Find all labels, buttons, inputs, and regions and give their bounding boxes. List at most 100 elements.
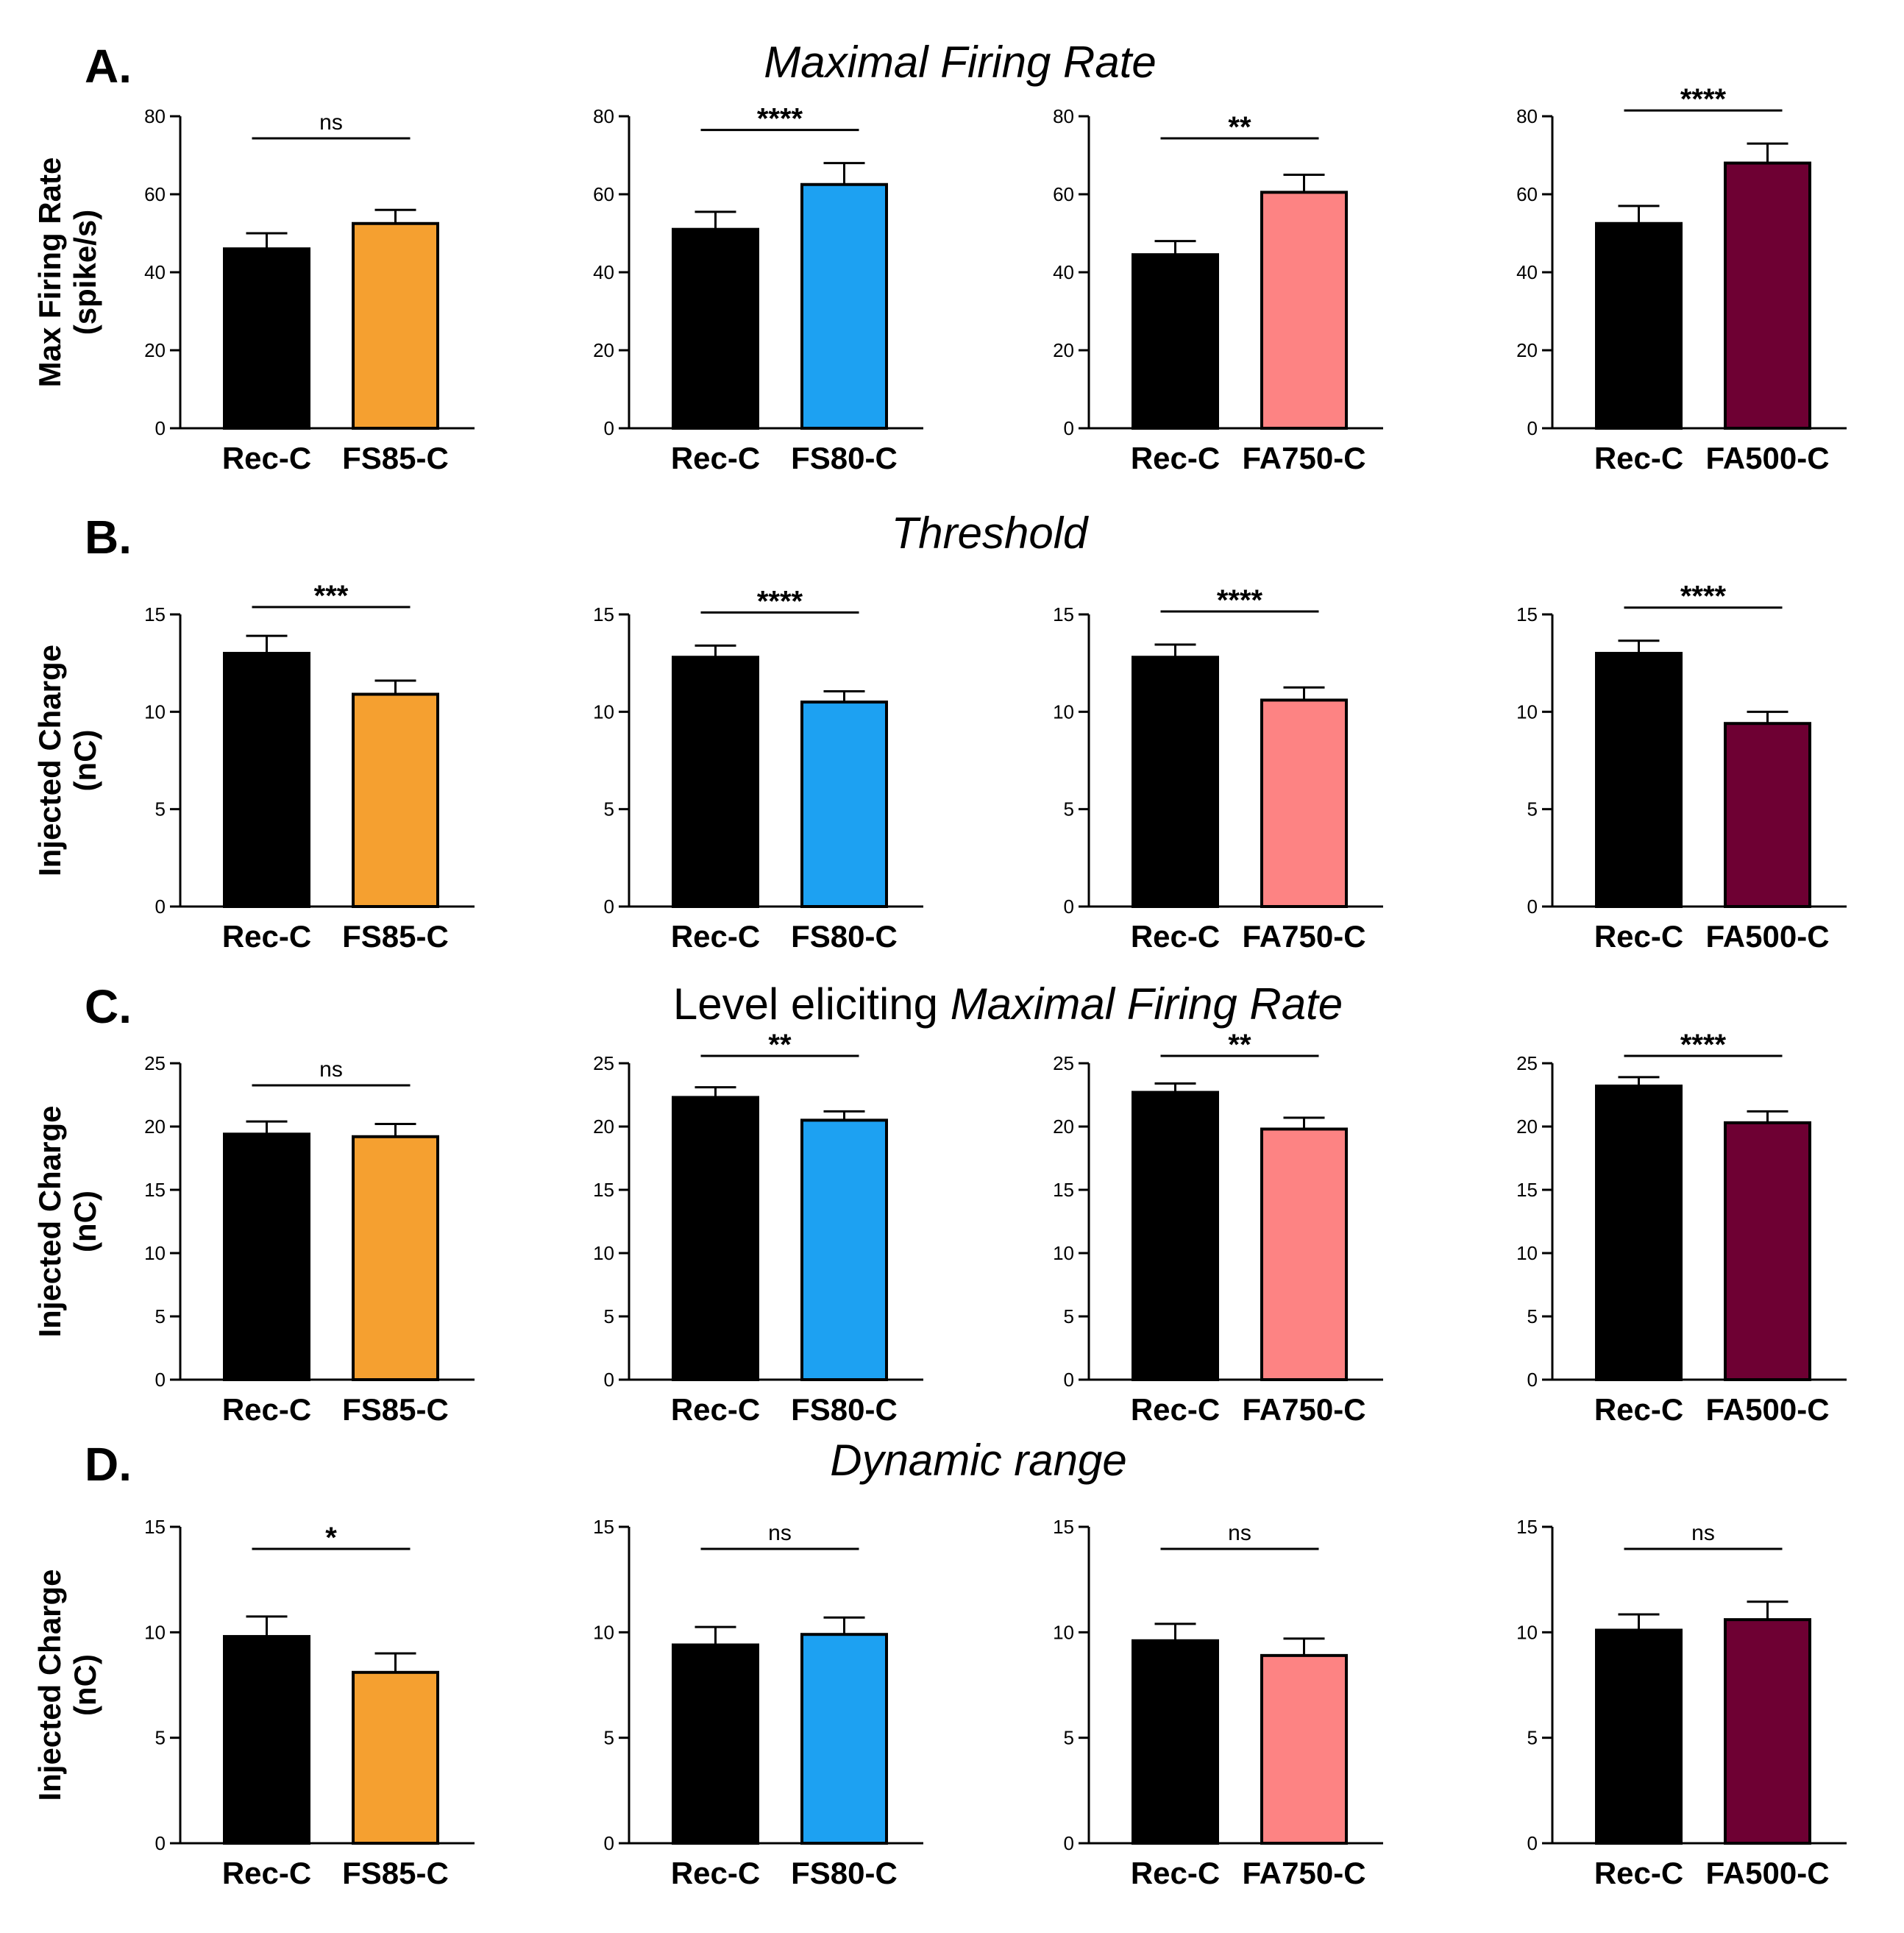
y-tick-label: 25 xyxy=(1516,1052,1538,1074)
panel-letter: C. xyxy=(85,980,132,1033)
bar-fa750-c xyxy=(1260,698,1348,908)
y-tick-label: 15 xyxy=(593,1179,614,1201)
y-tick-label: 0 xyxy=(1064,1832,1074,1854)
bar-rec-c xyxy=(1595,1084,1683,1381)
chart-1-0: 0 5 10 15 Rec-C FS85-C *** xyxy=(144,580,475,954)
bar-fs80-c xyxy=(800,1118,888,1382)
y-tick-label: 0 xyxy=(1527,895,1538,918)
category-label: FS80-C xyxy=(791,919,898,954)
y-tick-label: 20 xyxy=(144,1116,166,1138)
bar-rec-c xyxy=(672,1096,759,1381)
chart-1-3: 0 5 10 15 Rec-C FA500-C **** xyxy=(1516,581,1847,954)
y-tick-label: 10 xyxy=(1053,1242,1074,1264)
y-axis-label-line: (nC) xyxy=(68,1654,102,1716)
bar-fs80-c xyxy=(800,701,888,908)
significance-label: *** xyxy=(314,580,349,612)
y-tick-label: 15 xyxy=(144,1516,166,1538)
category-label: FS85-C xyxy=(342,441,449,475)
significance-label: ns xyxy=(319,1057,343,1082)
row-title: Dynamic range xyxy=(830,1436,1127,1485)
y-tick-label: 20 xyxy=(1053,339,1074,361)
y-tick-label: 25 xyxy=(1053,1052,1074,1074)
category-label: Rec-C xyxy=(1594,441,1683,475)
y-axis-label-line: Injected Charge xyxy=(32,1105,67,1337)
y-tick-label: 20 xyxy=(1516,1116,1538,1138)
significance-label: * xyxy=(325,1522,337,1554)
row-title-italic: Dynamic range xyxy=(830,1436,1127,1485)
y-tick-label: 5 xyxy=(155,1727,166,1749)
y-tick-label: 5 xyxy=(1527,1727,1538,1749)
y-tick-label: 0 xyxy=(1527,417,1538,439)
y-tick-label: 5 xyxy=(1064,798,1074,820)
bar-rec-c xyxy=(1132,253,1219,430)
bar-rec-c xyxy=(223,247,310,430)
bar-fa500-c xyxy=(1724,722,1811,908)
category-label: Rec-C xyxy=(671,919,760,954)
significance-label: **** xyxy=(1217,584,1263,617)
chart-2-3: 0 5 10 15 20 25 Rec-C FA500-C **** xyxy=(1516,1029,1847,1427)
y-tick-label: 10 xyxy=(1053,701,1074,723)
bar-rec-c xyxy=(1132,1090,1219,1382)
category-label: Rec-C xyxy=(1594,1856,1683,1890)
y-tick-label: 80 xyxy=(1516,105,1538,127)
panel-letter: A. xyxy=(85,40,132,93)
y-tick-label: 15 xyxy=(1053,1516,1074,1538)
bar-fs85-c xyxy=(352,1135,439,1381)
y-tick-label: 10 xyxy=(593,1242,614,1264)
category-label: Rec-C xyxy=(1131,1856,1220,1890)
y-tick-label: 40 xyxy=(593,261,614,283)
y-tick-label: 20 xyxy=(1516,339,1538,361)
chart-0-2: 0 20 40 60 80 Rec-C FA750-C ** xyxy=(1053,105,1383,475)
bar-rec-c xyxy=(1595,1628,1683,1845)
y-tick-label: 20 xyxy=(593,1116,614,1138)
y-tick-label: 5 xyxy=(1527,1305,1538,1327)
y-tick-label: 10 xyxy=(593,701,614,723)
category-label: FS85-C xyxy=(342,919,449,954)
y-tick-label: 60 xyxy=(1053,183,1074,205)
row-title-plain: Level eliciting xyxy=(673,979,951,1029)
significance-label: ns xyxy=(768,1521,792,1545)
bar-fa750-c xyxy=(1260,1127,1348,1381)
chart-3-2: 0 5 10 15 Rec-C FA750-C ns xyxy=(1053,1516,1383,1890)
y-tick-label: 0 xyxy=(1527,1832,1538,1854)
bar-fa500-c xyxy=(1724,1618,1811,1845)
y-tick-label: 10 xyxy=(1516,701,1538,723)
y-tick-label: 0 xyxy=(1064,1369,1074,1391)
y-axis-label-line: Injected Charge xyxy=(32,645,67,876)
bar-fs80-c xyxy=(800,182,888,430)
bar-fa750-c xyxy=(1260,1653,1348,1845)
significance-label: **** xyxy=(757,103,803,135)
category-label: Rec-C xyxy=(1594,919,1683,954)
category-label: Rec-C xyxy=(671,1856,760,1890)
category-label: FA750-C xyxy=(1242,441,1365,475)
significance-label: ns xyxy=(319,110,343,135)
y-tick-label: 15 xyxy=(593,603,614,625)
significance-label: **** xyxy=(1680,83,1727,116)
y-axis-label: Injected Charge(nC) xyxy=(32,645,102,876)
y-axis-label-line: (nC) xyxy=(68,730,102,792)
y-tick-label: 15 xyxy=(1516,1179,1538,1201)
significance-label: **** xyxy=(1680,581,1727,613)
y-tick-label: 0 xyxy=(155,1369,166,1391)
y-tick-label: 40 xyxy=(144,261,166,283)
bar-rec-c xyxy=(1132,656,1219,909)
y-tick-label: 15 xyxy=(1053,603,1074,625)
y-tick-label: 10 xyxy=(593,1621,614,1643)
bar-fa750-c xyxy=(1260,191,1348,430)
significance-label: ** xyxy=(1228,111,1251,143)
y-tick-label: 15 xyxy=(1053,1179,1074,1201)
y-tick-label: 0 xyxy=(1064,895,1074,918)
chart-1-2: 0 5 10 15 Rec-C FA750-C **** xyxy=(1053,584,1383,954)
bar-rec-c xyxy=(672,227,759,430)
y-tick-label: 15 xyxy=(1516,603,1538,625)
y-tick-label: 5 xyxy=(604,1727,614,1749)
y-tick-label: 5 xyxy=(604,798,614,820)
y-tick-label: 10 xyxy=(144,1242,166,1264)
y-axis-label: Injected Charge(nC) xyxy=(32,1105,102,1337)
y-tick-label: 60 xyxy=(144,183,166,205)
category-label: Rec-C xyxy=(222,1856,311,1890)
y-tick-label: 5 xyxy=(155,798,166,820)
significance-label: **** xyxy=(1680,1029,1727,1061)
chart-0-0: 0 20 40 60 80 Rec-C FS85-C ns xyxy=(144,105,475,475)
